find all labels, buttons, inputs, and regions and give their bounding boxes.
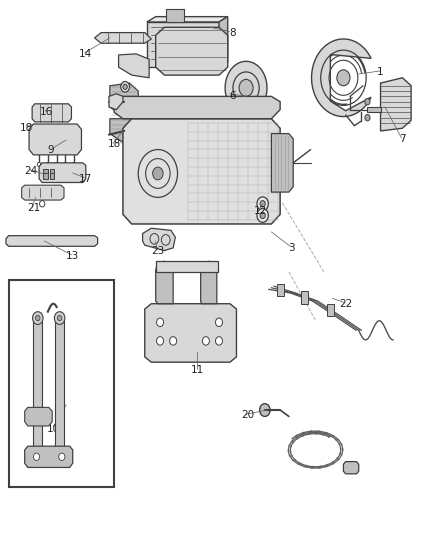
Polygon shape	[123, 119, 280, 224]
Polygon shape	[6, 236, 98, 246]
Circle shape	[54, 312, 65, 325]
Circle shape	[152, 167, 163, 180]
Circle shape	[156, 318, 163, 327]
Text: 13: 13	[66, 251, 79, 261]
Circle shape	[64, 163, 67, 166]
Circle shape	[121, 82, 130, 92]
Text: 6: 6	[229, 91, 235, 101]
Circle shape	[46, 163, 49, 166]
Circle shape	[215, 337, 223, 345]
Circle shape	[72, 163, 76, 166]
Polygon shape	[49, 169, 54, 175]
Circle shape	[35, 316, 40, 321]
Polygon shape	[25, 446, 73, 467]
Polygon shape	[225, 61, 267, 115]
Polygon shape	[49, 173, 54, 179]
Text: 18: 18	[108, 139, 121, 149]
Circle shape	[365, 99, 370, 105]
Polygon shape	[143, 228, 175, 251]
Circle shape	[260, 212, 265, 219]
Text: 20: 20	[241, 410, 254, 421]
Polygon shape	[147, 22, 219, 67]
Text: 22: 22	[339, 298, 352, 309]
Text: 21: 21	[27, 203, 40, 213]
Polygon shape	[311, 39, 371, 117]
Circle shape	[215, 318, 223, 327]
Text: 24: 24	[25, 166, 38, 176]
Polygon shape	[381, 78, 411, 131]
Text: 7: 7	[399, 134, 406, 144]
Text: 11: 11	[191, 365, 204, 375]
Circle shape	[260, 200, 265, 207]
Polygon shape	[155, 261, 173, 304]
Polygon shape	[343, 462, 359, 474]
Polygon shape	[95, 33, 151, 43]
Text: 12: 12	[254, 206, 267, 216]
Polygon shape	[272, 134, 293, 192]
Polygon shape	[109, 94, 123, 110]
Text: 10: 10	[46, 424, 60, 434]
Circle shape	[170, 337, 177, 345]
Circle shape	[57, 316, 62, 321]
Polygon shape	[114, 96, 280, 119]
Polygon shape	[39, 163, 86, 182]
Circle shape	[59, 453, 65, 461]
Circle shape	[365, 115, 370, 121]
Bar	[10, 280, 114, 487]
Polygon shape	[155, 27, 228, 75]
Text: 14: 14	[79, 49, 92, 59]
Text: 8: 8	[229, 28, 235, 38]
Polygon shape	[201, 261, 217, 304]
Polygon shape	[21, 185, 64, 200]
Polygon shape	[29, 124, 81, 155]
Circle shape	[260, 403, 270, 416]
Polygon shape	[110, 83, 138, 120]
Polygon shape	[145, 304, 237, 362]
Circle shape	[39, 200, 45, 207]
Polygon shape	[55, 320, 64, 455]
Polygon shape	[43, 169, 48, 175]
Polygon shape	[367, 107, 381, 112]
Polygon shape	[110, 119, 138, 147]
Polygon shape	[32, 104, 71, 122]
Text: 23: 23	[151, 246, 165, 255]
Text: 1: 1	[377, 68, 384, 77]
Text: 18: 18	[20, 123, 34, 133]
Polygon shape	[33, 320, 42, 455]
Polygon shape	[119, 54, 149, 78]
Polygon shape	[43, 173, 48, 179]
Circle shape	[257, 208, 268, 222]
Polygon shape	[327, 304, 334, 317]
Circle shape	[55, 163, 58, 166]
Polygon shape	[147, 17, 228, 22]
Text: 17: 17	[79, 174, 92, 184]
Circle shape	[37, 163, 41, 166]
Polygon shape	[277, 284, 284, 296]
Text: 3: 3	[288, 243, 294, 253]
Polygon shape	[166, 9, 184, 22]
Circle shape	[156, 337, 163, 345]
Text: 9: 9	[48, 144, 54, 155]
Circle shape	[337, 70, 350, 86]
Circle shape	[33, 453, 39, 461]
Polygon shape	[155, 261, 218, 272]
Polygon shape	[300, 291, 307, 304]
Circle shape	[257, 197, 268, 211]
Circle shape	[32, 312, 43, 325]
Polygon shape	[219, 17, 228, 67]
Circle shape	[202, 337, 209, 345]
Circle shape	[123, 84, 127, 90]
Polygon shape	[25, 407, 52, 426]
Text: 16: 16	[40, 107, 53, 117]
Circle shape	[239, 79, 253, 96]
